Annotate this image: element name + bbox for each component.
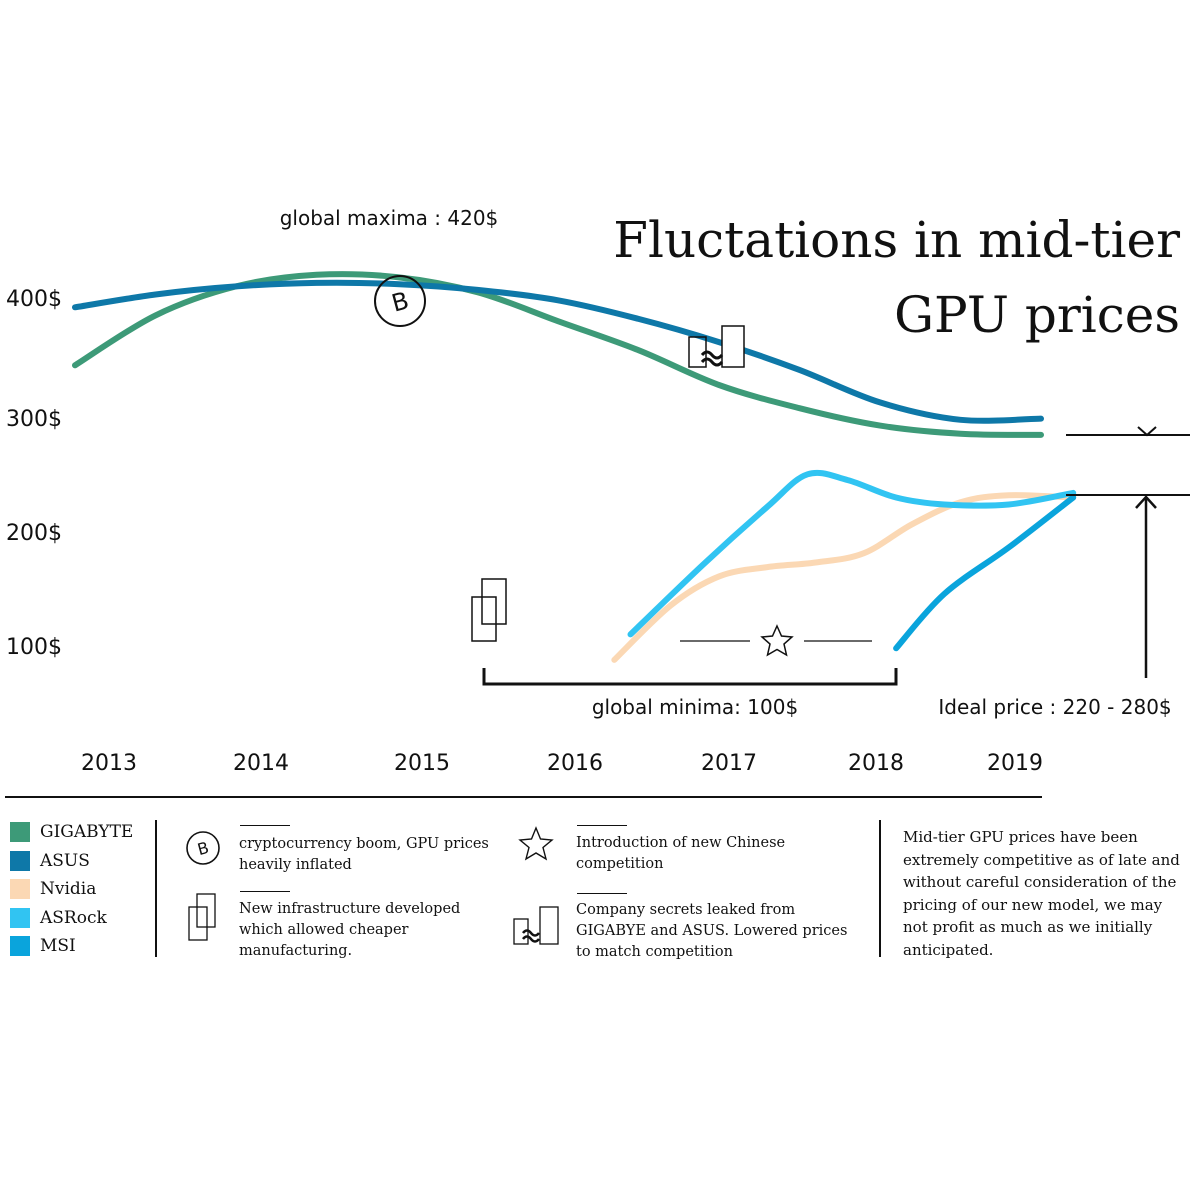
legend-swatch: [10, 850, 30, 871]
legend-item: Nvidia: [10, 875, 150, 904]
series-line-asrock: [627, 469, 1077, 638]
legend-label: Nvidia: [40, 879, 97, 900]
summary-text: Mid-tier GPU prices have been extremely …: [903, 828, 1180, 959]
note-infrastructure-text: New infrastructure developed which allow…: [239, 901, 461, 959]
note-rule: [577, 893, 627, 894]
ideal-price-label: Ideal price : 220 - 280$: [938, 695, 1171, 719]
chart-title-line-2: GPU prices: [894, 286, 1180, 344]
legend-swatch: [10, 936, 30, 957]
x-tick-label: 2018: [848, 751, 904, 776]
global-minima-label: global minima: 100$: [592, 695, 798, 719]
ideal-price-up-arrow-head: [1135, 495, 1157, 509]
series-layer: [72, 271, 1077, 663]
bitcoin-symbol: B: [389, 286, 412, 317]
x-tick-label: 2019: [987, 751, 1043, 776]
legend-divider: [155, 820, 157, 957]
note-competition-text: Introduction of new Chinese competition: [576, 835, 786, 872]
overlapping-rectangles-icon: [188, 893, 216, 941]
legend-swatch: [10, 879, 30, 900]
note-leak-text: Company secrets leaked from GIGABYE and …: [576, 902, 848, 960]
overlapping-rectangles-icon: [471, 578, 507, 642]
x-tick-label: 2013: [81, 751, 137, 776]
legend-item: GIGABYTE: [10, 818, 150, 847]
legend-swatch: [10, 907, 30, 928]
series-line-asus: [72, 279, 1044, 424]
star-icon: [760, 624, 794, 657]
series-line-nvidia: [611, 492, 1077, 663]
global-maxima-label: global maxima : 420$: [280, 206, 499, 230]
global-minima-bracket: [482, 668, 898, 686]
legend-item: MSI: [10, 932, 150, 961]
x-tick-label: 2016: [547, 751, 603, 776]
bitcoin-icon: B: [374, 275, 426, 327]
y-tick-label: 100$: [6, 635, 62, 660]
note-rule: [577, 825, 627, 826]
series-line-msi: [893, 494, 1077, 652]
leak-chart-icon: [688, 325, 745, 368]
series-legend: GIGABYTE ASUS Nvidia ASRock MSI: [10, 818, 150, 961]
ideal-price-down-arrow: [1137, 426, 1157, 437]
x-tick-label: 2017: [701, 751, 757, 776]
price-chart: Fluctations in mid-tier GPU prices 100$ …: [5, 206, 1190, 798]
chart-title-line-1: Fluctations in mid-tier: [613, 211, 1180, 269]
summary-divider: [879, 820, 881, 957]
note-bitcoin-text: cryptocurrency boom, GPU prices heavily …: [239, 836, 489, 873]
bitcoin-symbol: B: [195, 838, 211, 859]
star-icon: [518, 826, 554, 861]
legend-label: ASUS: [40, 850, 90, 871]
y-tick-label: 200$: [6, 521, 62, 546]
legend-item: ASUS: [10, 847, 150, 876]
leak-chart-icon: [513, 906, 559, 945]
legend-label: MSI: [40, 936, 76, 957]
bitcoin-icon: B: [186, 831, 220, 865]
legend-label: GIGABYTE: [40, 822, 134, 843]
note-rule: [240, 891, 290, 892]
y-tick-label: 300$: [6, 407, 62, 432]
legend-swatch: [10, 822, 30, 843]
note-rule: [240, 825, 290, 826]
x-tick-label: 2014: [233, 751, 289, 776]
legend-label: ASRock: [40, 907, 107, 928]
x-tick-label: 2015: [394, 751, 450, 776]
y-tick-label: 400$: [6, 287, 62, 312]
legend-item: ASRock: [10, 904, 150, 933]
